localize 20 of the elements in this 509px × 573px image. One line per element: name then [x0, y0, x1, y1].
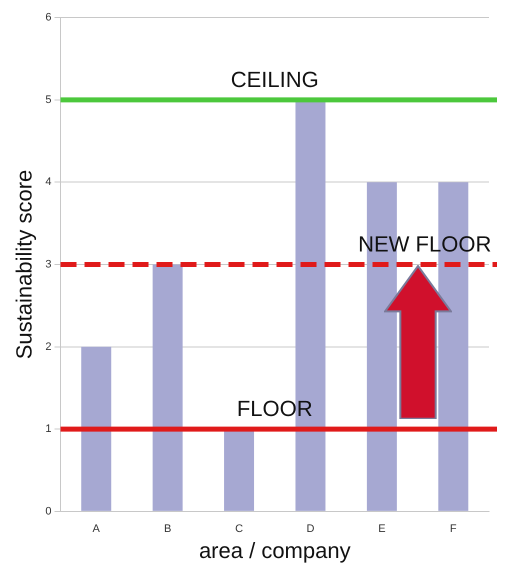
- x-axis-title: area / company: [198, 538, 351, 563]
- bar: [152, 264, 183, 511]
- y-tick-label: 3: [45, 258, 52, 271]
- x-tick-label: C: [235, 523, 244, 536]
- x-tick-label: F: [450, 523, 457, 536]
- x-tick-label: D: [306, 523, 314, 536]
- ref-line-label: NEW FLOOR: [358, 232, 492, 257]
- y-axis-title: Sustainability score: [11, 170, 36, 360]
- ref-line-label: FLOOR: [236, 396, 313, 422]
- y-tick-label: 2: [45, 340, 52, 353]
- y-tick-label: 0: [45, 505, 52, 518]
- ref-line-label: CEILING: [230, 66, 319, 92]
- y-tick-label: 6: [45, 12, 52, 24]
- y-tick-label: 1: [45, 423, 52, 436]
- bar: [81, 346, 112, 511]
- y-tick-label: 4: [45, 176, 52, 188]
- y-tick-label: 5: [45, 94, 52, 106]
- x-tick-label: E: [378, 523, 386, 536]
- x-tick-label: A: [92, 523, 101, 536]
- x-tick-label: B: [164, 523, 172, 536]
